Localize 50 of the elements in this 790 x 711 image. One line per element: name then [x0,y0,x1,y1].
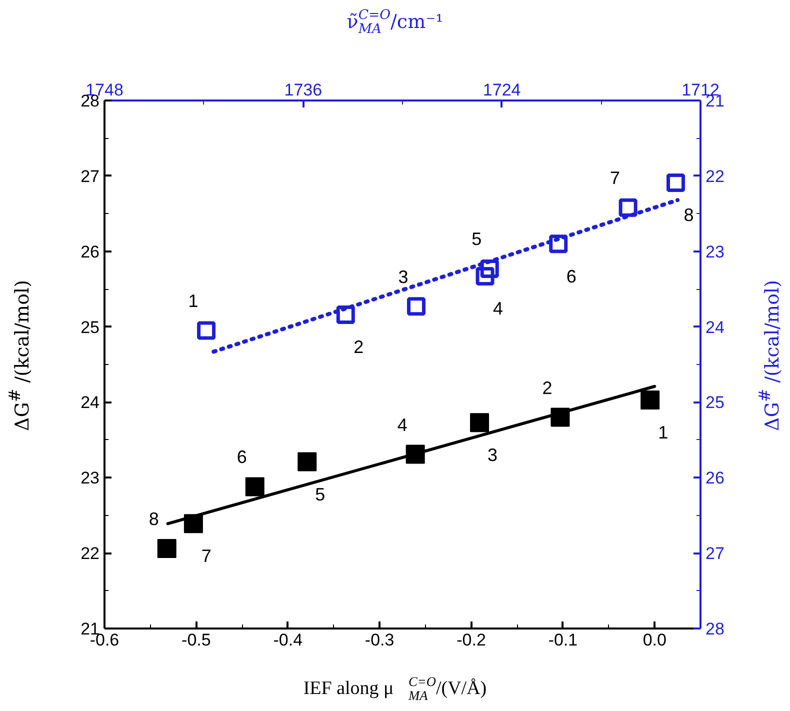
x-tick-label: -0.4 [273,630,303,650]
annotation: 5 [472,229,482,250]
point [197,321,216,340]
point [476,267,494,286]
y2-tick-label: 23 [706,242,724,262]
annotation: 2 [354,337,364,358]
point [640,390,660,410]
annotation: 3 [398,266,408,287]
y2-tick-label: 22 [706,166,724,186]
point [480,259,499,278]
y-tick-label: 23 [80,468,100,488]
annotation: 6 [566,266,576,286]
point [549,234,568,254]
point [666,173,685,192]
annotation: 8 [148,509,159,530]
annotation: 7 [201,546,212,566]
point [618,198,638,217]
x-tick-label: -0.3 [364,630,394,650]
point [470,413,490,432]
point [245,477,264,496]
y-tick-label: 25 [80,318,100,337]
x-tick-label: 0.0 [642,630,666,650]
y2-tick-label: 27 [706,544,724,564]
annotation: 8 [684,205,694,226]
annotation: 1 [188,291,198,312]
annotation: 4 [493,298,504,319]
x2-tick-label: 1724 [482,80,521,100]
point [157,539,176,558]
point [336,305,355,324]
annotation: 1 [658,422,668,442]
x-tick-label: -0.2 [456,630,486,650]
x-tick-label: -0.1 [548,630,578,650]
x2-tick-label: 1736 [284,80,322,100]
point [298,452,317,472]
point [407,297,426,316]
y2-tick-label: 25 [706,393,724,412]
y-tick-label: 26 [80,242,100,262]
annotation: 6 [236,447,247,468]
y-tick-label: 24 [80,393,100,412]
x-tick-label: -0.5 [182,630,211,650]
annotation: 5 [315,484,326,504]
y2-tick-label: 24 [706,318,724,337]
y-tick-label: 22 [80,544,100,564]
y2-tick-label: 26 [706,468,724,488]
annotation: 3 [488,445,498,466]
y-tick-label: 27 [80,166,100,186]
y2-tick-label: 28 [706,620,724,638]
annotation: 2 [542,378,552,398]
annotation: 4 [397,414,408,435]
annotation: 7 [610,168,620,188]
